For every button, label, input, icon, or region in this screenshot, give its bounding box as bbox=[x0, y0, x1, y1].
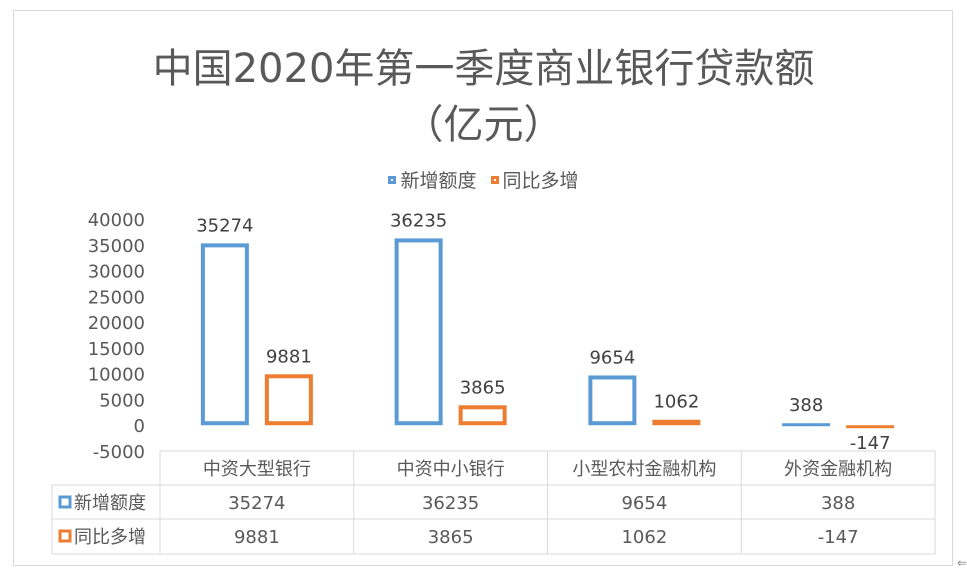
chart-legend: 新增额度 同比多增 bbox=[0, 166, 967, 193]
data-label-s0-c3: 388 bbox=[789, 395, 823, 416]
chart-frame bbox=[13, 10, 953, 566]
y-tick-label-3: 25000 bbox=[88, 287, 145, 308]
table-series-label-1: 同比多增 bbox=[74, 527, 146, 548]
data-label-s1-c2: 1062 bbox=[653, 392, 699, 413]
data-label-s0-c2: 9654 bbox=[589, 347, 635, 368]
y-tick-label-2: 30000 bbox=[88, 262, 145, 283]
data-label-s0-c0: 35274 bbox=[196, 215, 253, 236]
table-cell-s0-c2: 9654 bbox=[621, 493, 667, 514]
data-label-s1-c3: -147 bbox=[850, 433, 891, 454]
table-cell-s1-c0: 9881 bbox=[234, 527, 280, 548]
table-cell-s0-c1: 36235 bbox=[422, 493, 479, 514]
table-cell-s1-c1: 3865 bbox=[428, 527, 474, 548]
table-category-2: 小型农村金融机构 bbox=[572, 459, 716, 480]
legend-label-new: 新增额度 bbox=[400, 170, 477, 192]
data-label-s1-c0: 9881 bbox=[266, 346, 312, 367]
data-label-s1-c1: 3865 bbox=[460, 377, 506, 398]
bar-s1-c0 bbox=[264, 374, 313, 426]
legend-item-new[interactable]: 新增额度 bbox=[388, 166, 477, 193]
bar-s1-c1 bbox=[458, 405, 507, 426]
bar-s0-c0 bbox=[200, 243, 249, 426]
data-label-s0-c1: 36235 bbox=[390, 210, 447, 231]
bar-s0-c3 bbox=[782, 423, 831, 427]
y-tick-label-6: 10000 bbox=[88, 365, 145, 386]
table-cell-s0-c3: 388 bbox=[821, 493, 855, 514]
bar-s1-c2 bbox=[652, 419, 701, 426]
bar-s0-c2 bbox=[588, 375, 637, 426]
chart-title: 中国2020年第一季度商业银行贷款额 bbox=[152, 46, 815, 92]
table-cell-s0-c0: 35274 bbox=[228, 493, 285, 514]
table-series-label-0: 新增额度 bbox=[74, 493, 146, 514]
y-tick-label-9: -5000 bbox=[93, 442, 145, 463]
cursor-arrow-icon: ⇐ bbox=[957, 556, 967, 570]
table-swatch-0 bbox=[58, 495, 72, 509]
y-tick-label-4: 20000 bbox=[88, 313, 145, 334]
legend-item-yoy[interactable]: 同比多增 bbox=[490, 166, 579, 193]
y-tick-label-8: 0 bbox=[134, 416, 145, 437]
table-category-1: 中资中小银行 bbox=[397, 459, 505, 480]
bar-s1-c3 bbox=[846, 425, 895, 429]
table-cell-s1-c3: -147 bbox=[818, 527, 859, 548]
y-tick-label-7: 5000 bbox=[99, 390, 145, 411]
bar-s0-c1 bbox=[394, 238, 443, 426]
y-tick-label-5: 15000 bbox=[88, 339, 145, 360]
table-cell-s1-c2: 1062 bbox=[621, 527, 667, 548]
legend-swatch-yoy bbox=[490, 175, 499, 184]
y-tick-label-1: 35000 bbox=[88, 236, 145, 257]
y-tick-label-0: 40000 bbox=[88, 210, 145, 231]
legend-swatch-new bbox=[388, 175, 397, 184]
table-category-3: 外资金融机构 bbox=[784, 459, 892, 480]
table-swatch-1 bbox=[58, 529, 72, 543]
chart-subtitle: （亿元） bbox=[403, 102, 564, 148]
table-category-0: 中资大型银行 bbox=[203, 459, 311, 480]
legend-label-yoy: 同比多增 bbox=[502, 170, 579, 192]
